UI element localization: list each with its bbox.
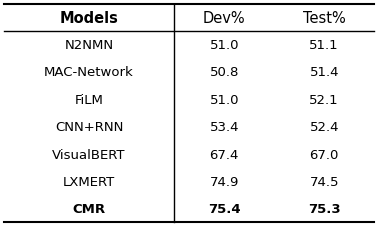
Text: 67.0: 67.0 xyxy=(310,148,339,161)
Text: 51.0: 51.0 xyxy=(209,39,239,52)
Text: FiLM: FiLM xyxy=(74,93,104,106)
Text: 52.4: 52.4 xyxy=(310,121,339,134)
Text: MAC-Network: MAC-Network xyxy=(44,66,134,79)
Text: CMR: CMR xyxy=(73,202,105,215)
Text: 74.9: 74.9 xyxy=(209,175,239,188)
Text: 50.8: 50.8 xyxy=(209,66,239,79)
Text: VisualBERT: VisualBERT xyxy=(52,148,126,161)
Text: 75.4: 75.4 xyxy=(208,202,240,215)
Text: 67.4: 67.4 xyxy=(209,148,239,161)
Text: 53.4: 53.4 xyxy=(209,121,239,134)
Text: 52.1: 52.1 xyxy=(310,93,339,106)
Text: 51.0: 51.0 xyxy=(209,93,239,106)
Text: N2NMN: N2NMN xyxy=(64,39,113,52)
Text: Models: Models xyxy=(60,11,118,26)
Text: 75.3: 75.3 xyxy=(308,202,341,215)
Text: Test%: Test% xyxy=(303,11,345,26)
Text: CNN+RNN: CNN+RNN xyxy=(55,121,123,134)
Text: Dev%: Dev% xyxy=(203,11,245,26)
Text: LXMERT: LXMERT xyxy=(63,175,115,188)
Text: 51.1: 51.1 xyxy=(310,39,339,52)
Text: 74.5: 74.5 xyxy=(310,175,339,188)
Text: 51.4: 51.4 xyxy=(310,66,339,79)
